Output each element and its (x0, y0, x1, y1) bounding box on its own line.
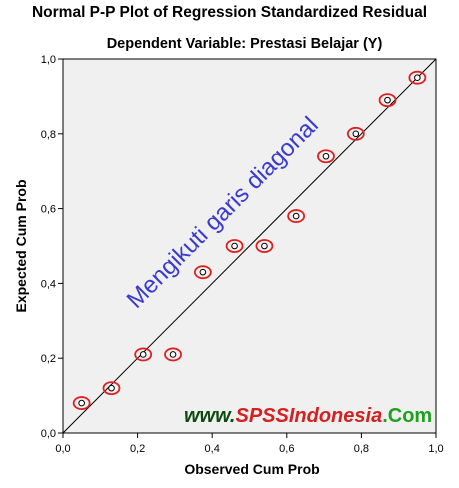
data-point (261, 242, 268, 250)
point-highlight-circle (72, 396, 91, 410)
data-point (169, 351, 177, 358)
point-highlight-circle (255, 239, 274, 253)
y-tick-label: 0,6 (41, 204, 56, 216)
point-highlight-circle (225, 239, 244, 253)
y-tick-label: 0,4 (41, 278, 56, 290)
point-highlight-circle (408, 70, 427, 85)
point-highlight-circle (193, 265, 212, 280)
x-tick-label: 1,0 (428, 443, 443, 455)
x-tick-label: 0,4 (205, 443, 220, 455)
y-tick-label: 0,8 (41, 129, 56, 141)
y-axis: 0,0 0,2 0,4 0,6 0,8 1,0 (41, 54, 63, 440)
y-tick-label: 0,2 (41, 353, 56, 365)
point-highlight-circle (346, 126, 365, 141)
x-axis-label: Observed Cum Prob (184, 461, 319, 477)
point-highlight-circle (102, 381, 121, 396)
watermark: www.SPSSIndonesia.Com (184, 405, 432, 427)
chart-subtitle: Dependent Variable: Prestasi Belajar (Y) (106, 36, 383, 52)
point-highlight-circle (378, 93, 397, 108)
x-tick-label: 0,0 (55, 443, 70, 455)
data-point (78, 399, 85, 407)
data-point (414, 74, 421, 81)
data-point (108, 384, 115, 392)
point-highlight-circle (134, 347, 153, 362)
watermark-suffix: .Com (382, 405, 432, 427)
y-tick-label: 0,0 (41, 428, 56, 440)
watermark-brand: SPSSIndonesia (235, 405, 382, 427)
data-point (139, 351, 147, 358)
data-point (292, 212, 300, 220)
x-tick-label: 0,8 (354, 443, 369, 455)
data-point (322, 152, 330, 160)
x-tick-label: 0,2 (130, 443, 145, 455)
x-axis: 0,0 0,2 0,4 0,6 0,8 1,0 (55, 433, 444, 455)
y-axis-label: Expected Cum Prob (13, 179, 29, 312)
watermark-prefix: www. (184, 405, 235, 427)
point-highlight-circle (317, 149, 335, 164)
reference-diagonal-line (62, 58, 437, 434)
x-tick-label: 0,6 (279, 443, 294, 455)
data-point (352, 130, 360, 138)
chart-title: Normal P-P Plot of Regression Standardiz… (31, 4, 428, 21)
data-point (199, 268, 207, 276)
data-point (231, 242, 238, 250)
data-points (72, 70, 427, 410)
point-highlight-circle (164, 347, 182, 362)
data-point (384, 96, 391, 104)
point-highlight-circle (287, 209, 306, 223)
y-tick-label: 1,0 (41, 54, 56, 66)
